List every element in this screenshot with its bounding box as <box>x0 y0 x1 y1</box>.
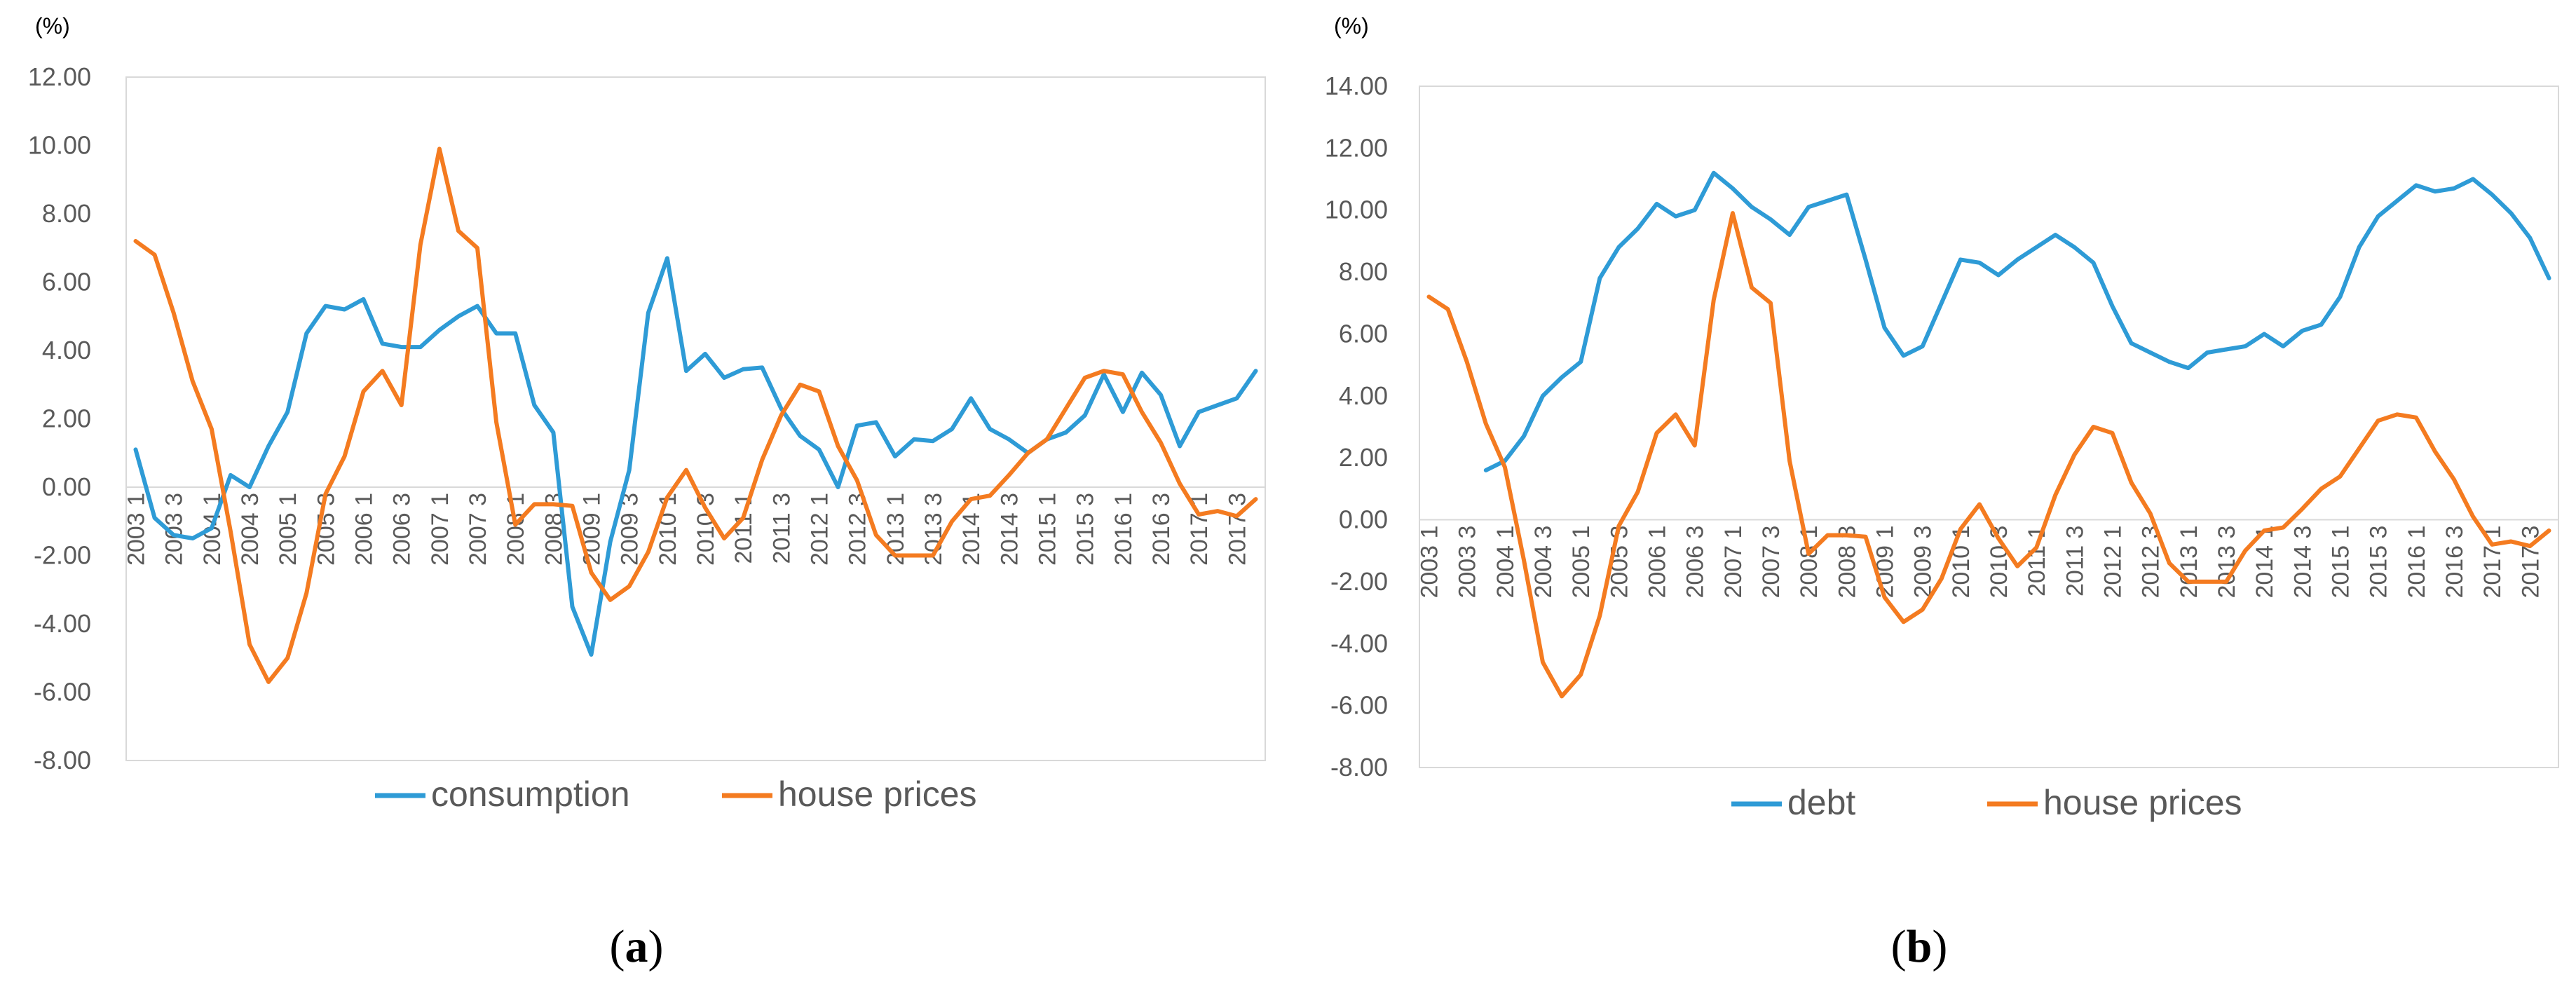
panel-b-x-tick-label: 2012 1 <box>2100 526 2127 599</box>
panel-a-x-tick-label: 2009 1 <box>579 493 606 566</box>
panel-b-legend-label-debt: debt <box>1787 783 1855 822</box>
panel-a-x-tick-label: 2005 1 <box>275 493 301 566</box>
panel-b-debt-series-line <box>1483 170 2551 472</box>
panel-b-y-tick-label: 12.00 <box>1325 133 1388 162</box>
panel-b-x-tick-label: 2016 3 <box>2441 526 2468 599</box>
panel-b-y-tick-label: -4.00 <box>1330 629 1388 657</box>
panel-a-y-tick-label: -6.00 <box>34 678 91 707</box>
panel-a-chart: (%) (a) -8.00 -6.00 -4.00 -2.00 0.00 2.00 4.00… <box>28 13 1266 972</box>
panel-b-x-tick-label: 2011 1 <box>2024 526 2050 596</box>
panel-a-x-tick-label: 2016 1 <box>1110 493 1137 566</box>
panel-b-y-tick-label: 0.00 <box>1339 505 1388 534</box>
panel-a-plot-area <box>125 76 1266 761</box>
panel-b-y-tick-label: -8.00 <box>1330 753 1388 782</box>
panel-a-x-tick-label: 2007 3 <box>465 493 491 566</box>
panel-a-x-tick-label: 2017 3 <box>1224 493 1250 566</box>
panel-a-y-tick-label: 10.00 <box>28 131 91 160</box>
panel-b-house-prices-series-line <box>1426 211 2551 699</box>
panel-b-x-tick-label: 2014 3 <box>2289 526 2316 599</box>
panel-b-plot-area <box>1419 86 2559 768</box>
panel-a-x-tick-label: 2003 1 <box>123 493 150 566</box>
panel-a-y-tick-label: 0.00 <box>42 472 91 501</box>
panel-a-house-prices-series-line <box>133 146 1258 684</box>
panel-b-x-tick-label: 2004 3 <box>1530 526 1557 599</box>
panel-b-y-tick-label: 14.00 <box>1325 71 1388 100</box>
panel-b-x-tick-label: 2017 1 <box>2479 526 2506 599</box>
panel-a-x-tick-label: 2010 1 <box>655 493 681 566</box>
panel-b-x-tick-label: 2015 3 <box>2366 526 2392 599</box>
panel-a-x-tick-label: 2016 3 <box>1148 493 1175 566</box>
panel-a-x-tick-label: 2012 1 <box>807 493 833 566</box>
panel-a-y-tick-label: -4.00 <box>34 609 91 638</box>
panel-a-consumption-series-line <box>133 256 1258 657</box>
panel-b-x-tick-label: 2009 3 <box>1910 526 1937 599</box>
panel-a-legend-label-consumption: consumption <box>431 775 630 814</box>
panel-b-x-tick-label: 2015 1 <box>2328 526 2354 599</box>
panel-a-x-tick-label: 2011 3 <box>768 493 795 564</box>
panel-a-y-tick-label: 2.00 <box>42 404 91 433</box>
panel-a-x-tick-label: 2007 1 <box>427 493 454 566</box>
panel-b-x-tick-label: 2007 1 <box>1720 526 1747 599</box>
panel-a-caption: (a) <box>610 921 664 972</box>
panel-a-x-tick-label: 2010 3 <box>693 493 719 566</box>
panel-a-y-tick-label: 12.00 <box>28 62 91 91</box>
panel-b-caption: (b) <box>1891 921 1948 972</box>
panel-a-x-tick-label: 2008 1 <box>503 493 529 566</box>
panel-b-x-tick-label: 2013 3 <box>2214 526 2240 599</box>
panel-a-x-tick-label: 2004 3 <box>237 493 264 566</box>
panel-b-y-tick-label: 10.00 <box>1325 196 1388 224</box>
panel-b-y-tick-label: -2.00 <box>1330 567 1388 596</box>
panel-b-x-tick-label: 2004 1 <box>1492 526 1519 599</box>
panel-b-x-tick-label: 2016 1 <box>2404 526 2430 599</box>
panel-b-x-tick-label: 2008 1 <box>1796 526 1822 599</box>
panel-a-x-tick-label: 2015 3 <box>1072 493 1099 566</box>
panel-b-chart: (%) (b) -8.00 -6.00 -4.00 -2.00 0.00 2.00 4.00… <box>1325 13 2559 972</box>
panel-a-y-tick-label: 4.00 <box>42 336 91 364</box>
panel-b-legend-label-house-prices: house prices <box>2043 783 2242 822</box>
panel-a-x-tick-label: 2014 3 <box>996 493 1023 566</box>
panel-a-unit-label: (%) <box>35 13 70 39</box>
panel-a-caption-letter: a <box>625 921 648 972</box>
panel-b-x-tick-label: 2009 1 <box>1872 526 1899 599</box>
panel-b-x-tick-label: 2013 1 <box>2176 526 2202 599</box>
panel-b-y-tick-label: 6.00 <box>1339 319 1388 348</box>
panel-b-y-tick-label: 2.00 <box>1339 443 1388 472</box>
panel-b-x-tick-label: 2006 3 <box>1682 526 1709 599</box>
panel-a-x-tick-label: 2006 1 <box>351 493 378 566</box>
panel-a-y-tick-label: -8.00 <box>34 746 91 775</box>
panel-b-y-tick-label: 4.00 <box>1339 381 1388 410</box>
panel-b-x-tick-label: 2014 1 <box>2251 526 2278 599</box>
panel-b-x-tick-label: 2010 1 <box>1948 526 1975 599</box>
panel-b-x-tick-label: 2011 3 <box>2062 526 2088 596</box>
panel-a-x-tick-label: 2015 1 <box>1035 493 1061 566</box>
panel-a-y-tick-label: -2.00 <box>34 541 91 570</box>
panel-a-x-tick-label: 2006 3 <box>389 493 416 566</box>
panel-b-x-tick-label: 2007 3 <box>1758 526 1785 599</box>
panel-a-y-tick-label: 8.00 <box>42 199 91 228</box>
panel-b-x-tick-label: 2003 1 <box>1417 526 1443 599</box>
panel-b-x-tick-label: 2005 1 <box>1568 526 1595 599</box>
panel-a-x-tick-label: 2014 1 <box>958 493 985 566</box>
panel-a-y-tick-label: 6.00 <box>42 268 91 296</box>
panel-b-unit-label: (%) <box>1334 13 1369 39</box>
panel-a-legend-label-house-prices: house prices <box>778 775 977 814</box>
panel-b-x-tick-label: 2006 1 <box>1644 526 1671 599</box>
panel-b-x-tick-label: 2003 3 <box>1454 526 1481 599</box>
panel-b-y-tick-label: -6.00 <box>1330 691 1388 720</box>
panel-b-y-tick-label: 8.00 <box>1339 257 1388 286</box>
panel-b-caption-letter: b <box>1907 921 1933 972</box>
